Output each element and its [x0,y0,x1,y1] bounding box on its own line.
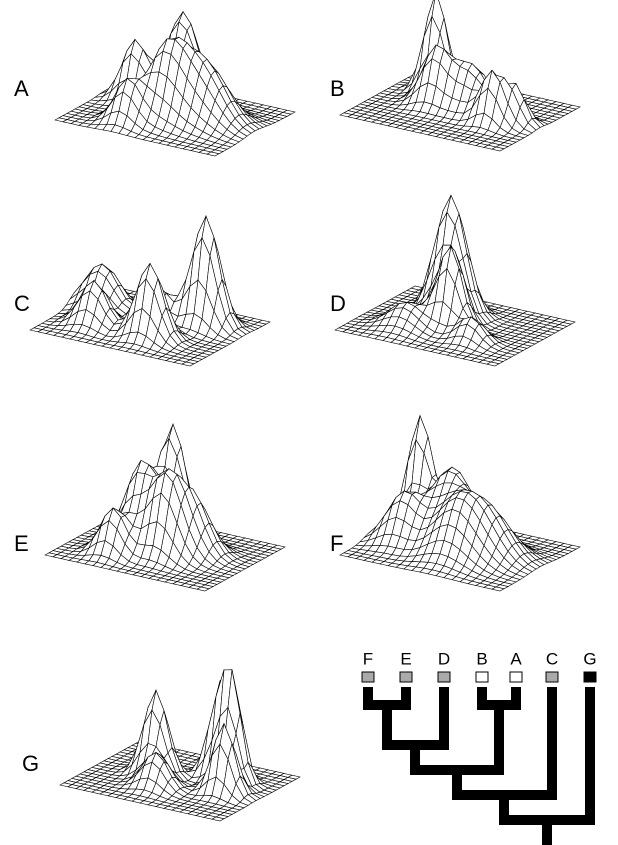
leaf-label: E [400,649,411,668]
panel-label: G [22,751,39,776]
leaf-label: A [510,649,522,668]
leaf-label: B [476,649,487,668]
panel-label: D [330,291,346,316]
mesh-cell [491,586,505,592]
surfaces [29,0,581,822]
leaf-marker [437,671,451,683]
panel-label: F [330,531,343,556]
surface-plot [339,414,581,592]
mesh-cell [211,816,225,822]
panel-label: E [14,531,29,556]
leaf-label: G [583,649,596,668]
mesh-cell [181,361,195,367]
leaf-label: C [546,649,558,668]
surface-plot [59,669,301,822]
leaf-label: F [363,649,373,668]
surface-plot [44,423,286,592]
mesh-cell [486,361,500,367]
leaf-marker [545,671,559,683]
dendrogram [361,671,597,845]
surface-plot [339,0,581,152]
leaf-marker [399,671,413,683]
leaf-marker [509,671,523,683]
surface-plot [29,214,271,367]
mesh-cell [196,586,210,592]
mesh-cell [206,151,220,157]
surface-plot [334,194,576,367]
panel-label: A [14,76,29,101]
leaf-label: D [438,649,450,668]
mesh-cell [491,146,505,152]
panel-label: B [330,76,345,101]
panel-label: C [14,291,30,316]
leaf-marker [475,671,489,683]
leaf-marker [583,671,597,683]
surface-plot [54,11,296,157]
leaf-marker [361,671,375,683]
